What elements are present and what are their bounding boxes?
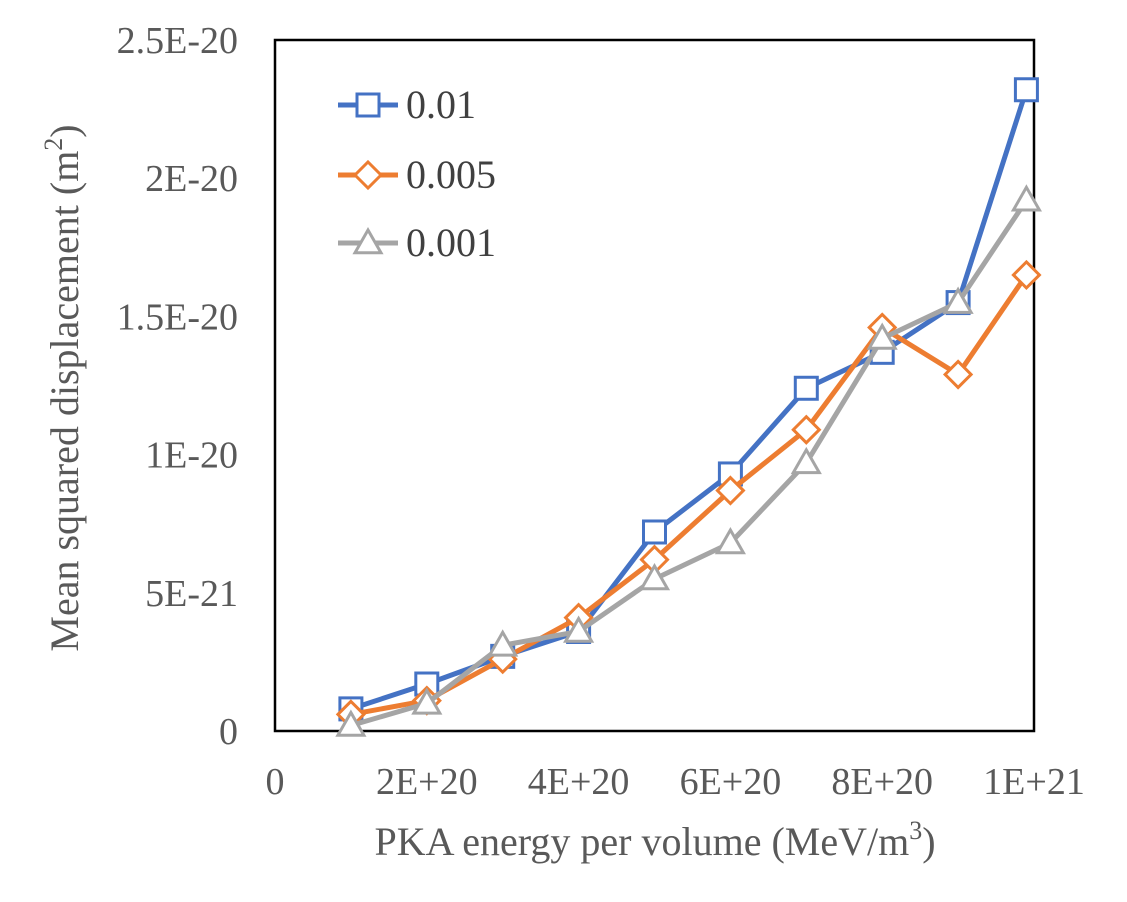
legend-label: 0.005 [406,152,496,197]
legend-marker [352,226,384,255]
data-point [714,527,746,555]
y-tick-label: 2E-20 [145,158,238,200]
y-tick-label: 1E-20 [145,435,238,477]
series-layer [335,77,1042,737]
data-point [715,475,746,506]
data-point [942,359,974,390]
data-point [563,615,595,643]
y-axis-title: Mean squared displacement (m2) [39,124,87,651]
y-tick-label: 1.5E-20 [117,296,238,338]
x-tick-label: 6E+20 [680,761,782,803]
data-point [1010,184,1042,212]
data-point [335,709,367,737]
data-point [791,414,822,445]
y-tick-label: 5E-21 [145,573,238,615]
x-tick-label: 4E+20 [528,761,630,803]
x-tick-label: 2E+20 [376,761,478,803]
data-point [866,322,898,350]
plot-area-border [273,38,1036,733]
y-axis-title-superscript: 2 [39,138,68,151]
x-tick-label: 8E+20 [831,761,933,803]
x-tick-label: 1E+21 [983,761,1085,803]
y-tick-label: 0 [219,711,238,753]
data-point [793,375,819,401]
legend-label: 0.001 [406,220,496,265]
x-axis-title-end: ) [922,819,935,864]
series-0.005 [335,259,1042,730]
legend-marker [352,159,384,191]
y-axis-ticks: 0 5E-21 1E-20 1.5E-20 2E-20 2.5E-20 [117,20,238,753]
data-point [790,446,822,475]
x-axis-ticks: 0 2E+20 4E+20 6E+20 8E+20 1E+21 [266,761,1085,803]
legend-item: 0.005 [338,152,496,197]
x-axis-title-superscript: 3 [909,816,922,845]
y-tick-label: 2.5E-20 [117,20,238,62]
x-axis-title: PKA energy per volume (MeV/m3) [374,816,935,864]
data-point [1013,77,1039,103]
legend: 0.01 0.005 0.001 [338,82,496,265]
legend-item: 0.01 [338,82,476,127]
data-point [1011,259,1042,291]
x-tick-label: 0 [266,761,285,803]
data-point [411,687,443,715]
series-0.001 [335,184,1042,737]
data-point [942,286,974,314]
legend-marker [355,92,381,118]
series-line [348,87,1029,712]
series-line [348,197,1029,728]
series-line [348,272,1029,717]
data-point [487,629,519,657]
y-axis-title-end: ) [42,124,87,137]
data-point [638,562,671,591]
legend-label: 0.01 [406,82,476,127]
data-point [642,519,667,545]
legend-item: 0.001 [338,220,496,265]
